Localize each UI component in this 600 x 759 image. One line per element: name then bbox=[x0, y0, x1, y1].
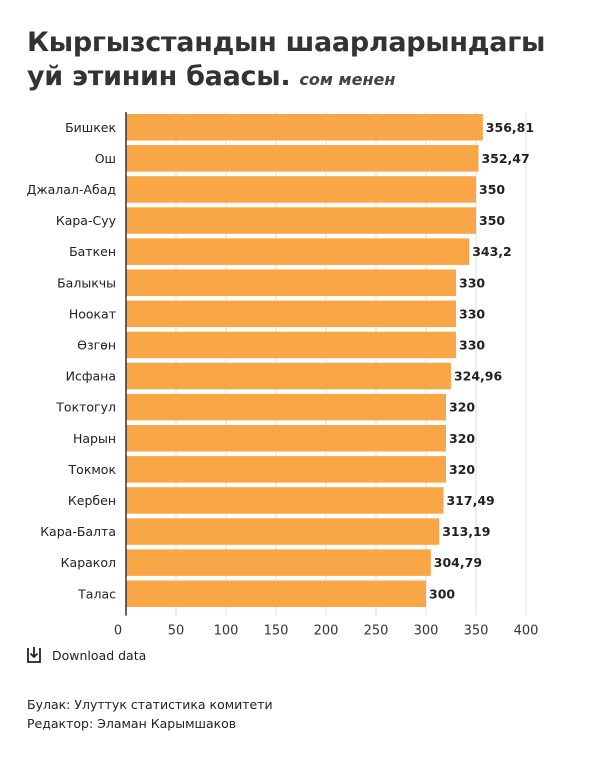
x-tick-label: 300 bbox=[414, 624, 439, 639]
bar bbox=[126, 580, 426, 607]
bar bbox=[126, 207, 476, 234]
bar bbox=[126, 269, 456, 296]
x-tick-label: 150 bbox=[264, 624, 289, 639]
bar bbox=[126, 518, 440, 545]
download-data-button[interactable]: Download data bbox=[26, 646, 146, 664]
x-tick-label: 100 bbox=[214, 624, 239, 639]
category-label: Баткен bbox=[69, 244, 116, 259]
value-label: 304,79 bbox=[434, 555, 482, 570]
x-tick-label: 200 bbox=[314, 624, 339, 639]
x-tick-label: 0 bbox=[114, 624, 122, 639]
bar bbox=[126, 362, 451, 390]
bar bbox=[126, 393, 446, 421]
source-note: Булак: Улуттук статистика комитети bbox=[27, 697, 273, 712]
bar bbox=[126, 331, 456, 359]
category-label: Ноокат bbox=[69, 306, 116, 321]
category-label: Кара-Суу bbox=[56, 213, 117, 228]
bar bbox=[126, 487, 444, 514]
bar bbox=[126, 114, 483, 141]
value-label: 330 bbox=[459, 275, 485, 290]
bar bbox=[126, 456, 446, 483]
category-label: Кара-Балта bbox=[40, 524, 116, 539]
x-tick-label: 250 bbox=[364, 624, 389, 639]
x-tick-label: 350 bbox=[464, 624, 489, 639]
x-tick-label: 400 bbox=[514, 624, 539, 639]
chart-title: Кыргызстандын шаарларындагы уй этинин ба… bbox=[27, 26, 587, 97]
bar bbox=[126, 176, 476, 203]
value-label: 320 bbox=[449, 431, 475, 446]
footer: Булак: Улуттук статистика комитети Редак… bbox=[27, 695, 273, 733]
value-label: 350 bbox=[479, 182, 505, 197]
category-label: Балыкчы bbox=[57, 275, 116, 290]
bar bbox=[126, 425, 446, 452]
category-label: Кербен bbox=[68, 493, 116, 508]
value-label: 352,47 bbox=[481, 151, 529, 166]
bar bbox=[126, 549, 431, 576]
category-label: Исфана bbox=[66, 369, 116, 384]
value-label: 317,49 bbox=[446, 493, 494, 508]
editor-note: Редактор: Эламан Карымшаков bbox=[27, 716, 237, 731]
value-label: 343,2 bbox=[472, 244, 512, 259]
value-label: 313,19 bbox=[442, 524, 490, 539]
download-data-label: Download data bbox=[52, 647, 147, 663]
chart-title-text: Кыргызстандын шаарларындагы уй этинин ба… bbox=[27, 27, 546, 92]
value-label: 356,81 bbox=[486, 120, 534, 135]
value-label: 320 bbox=[449, 400, 475, 415]
category-label: Джалал-Абад bbox=[27, 182, 116, 197]
bar bbox=[126, 238, 470, 265]
category-label: Каракол bbox=[61, 555, 116, 570]
bar bbox=[126, 145, 479, 172]
category-label: Ош bbox=[95, 151, 116, 166]
x-tick-label: 50 bbox=[168, 624, 185, 639]
bar-chart: Бишкек 356,81 Ош 352,47 Джалал-Абад 350 Кара-С… bbox=[27, 112, 539, 639]
bar bbox=[126, 300, 456, 328]
category-label: Талас bbox=[77, 586, 116, 601]
value-label: 300 bbox=[429, 586, 455, 601]
chart-subtitle: сом менен bbox=[299, 70, 396, 89]
value-label: 320 bbox=[449, 462, 475, 477]
category-label: Бишкек bbox=[65, 120, 116, 135]
value-label: 324,96 bbox=[454, 369, 503, 384]
value-label: 350 bbox=[479, 213, 505, 228]
category-label: Нарын bbox=[73, 431, 116, 446]
category-label: Өзгөн bbox=[77, 337, 116, 352]
value-label: 330 bbox=[459, 306, 485, 321]
category-label: Токмок bbox=[68, 462, 117, 477]
category-label: Токтогул bbox=[55, 400, 116, 415]
download-icon bbox=[27, 647, 41, 663]
value-label: 330 bbox=[459, 337, 485, 352]
